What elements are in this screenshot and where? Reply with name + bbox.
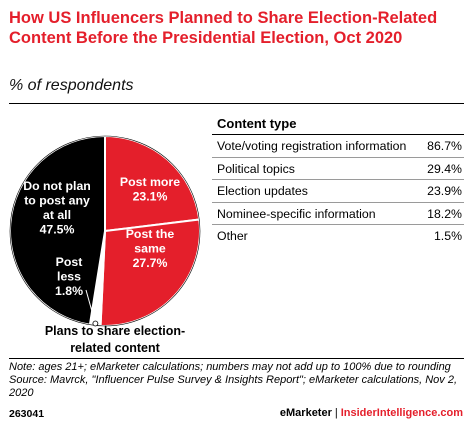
source-text: Source: Mavrck, "Influencer Pulse Survey… bbox=[9, 374, 457, 399]
slice-label-line: 27.7% bbox=[133, 256, 168, 270]
footer-brand: eMarketer | InsiderIntelligence.com bbox=[280, 407, 463, 419]
slice-label-line: at all bbox=[43, 208, 71, 222]
row-value: 23.9% bbox=[427, 184, 462, 198]
table-row: Nominee-specific information 18.2% bbox=[212, 203, 464, 225]
row-label: Vote/voting registration information bbox=[217, 139, 407, 153]
table-row: Election updates 23.9% bbox=[212, 180, 464, 203]
row-value: 29.4% bbox=[427, 161, 462, 176]
row-value: 1.5% bbox=[433, 229, 462, 243]
slice-label-line: same bbox=[134, 242, 166, 256]
row-label: Election updates bbox=[217, 184, 308, 198]
brand-emarketer: eMarketer bbox=[279, 407, 332, 419]
slice-label: Post the same 27.7% bbox=[126, 227, 175, 270]
slice-label-line: to post any bbox=[24, 194, 90, 208]
content-type-table: Content type Vote/voting registration in… bbox=[212, 110, 464, 247]
table-header: Content type bbox=[212, 110, 464, 135]
slice-label-line: Post the bbox=[126, 227, 175, 241]
chart-title: How US Influencers Planned to Share Elec… bbox=[9, 9, 438, 47]
slice-label: Do not plan to post any at all 47.5% bbox=[23, 179, 91, 237]
notes: Note: ages 21+; eMarketer calculations; … bbox=[9, 361, 467, 400]
row-value: 86.7% bbox=[427, 139, 462, 153]
slice-label-line: Post more bbox=[120, 175, 180, 189]
row-label: Political topics bbox=[217, 161, 295, 176]
chart-id: 263041 bbox=[9, 408, 45, 420]
slice-label-line: 47.5% bbox=[40, 223, 75, 237]
brand-insider-intelligence: InsiderIntelligence.com bbox=[340, 407, 463, 419]
table-row: Vote/voting registration information 86.7… bbox=[212, 135, 464, 158]
slice-label-line: less bbox=[57, 270, 81, 284]
row-label: Other bbox=[217, 229, 248, 243]
table-row: Other 1.5% bbox=[212, 225, 464, 247]
leader-line bbox=[85, 289, 96, 324]
chart-subtitle: % of respondents bbox=[9, 77, 134, 94]
slice-label-line: Post bbox=[56, 255, 83, 269]
slice-label-line: 23.1% bbox=[133, 190, 168, 204]
slice-label-line: Do not plan bbox=[23, 179, 91, 193]
pie-caption: Plans to share election-related content bbox=[44, 324, 186, 355]
note-text: Note: ages 21+; eMarketer calculations; … bbox=[9, 361, 451, 373]
table-row: Political topics 29.4% bbox=[212, 158, 464, 180]
slice-label: Post more 23.1% bbox=[120, 175, 180, 204]
row-label: Nominee-specific information bbox=[217, 206, 376, 221]
pie-outline bbox=[9, 135, 201, 327]
slice-label: Post less 1.8% bbox=[55, 255, 83, 298]
title-divider bbox=[9, 103, 464, 104]
slice-label-line: 1.8% bbox=[55, 284, 83, 298]
brand-separator: | bbox=[334, 407, 338, 419]
footer-divider bbox=[9, 358, 464, 359]
leader-dot bbox=[92, 320, 99, 327]
row-value: 18.2% bbox=[427, 206, 462, 221]
pie-chart: Post more 23.1% Post the same 27.7% Post less 1… bbox=[9, 134, 201, 327]
